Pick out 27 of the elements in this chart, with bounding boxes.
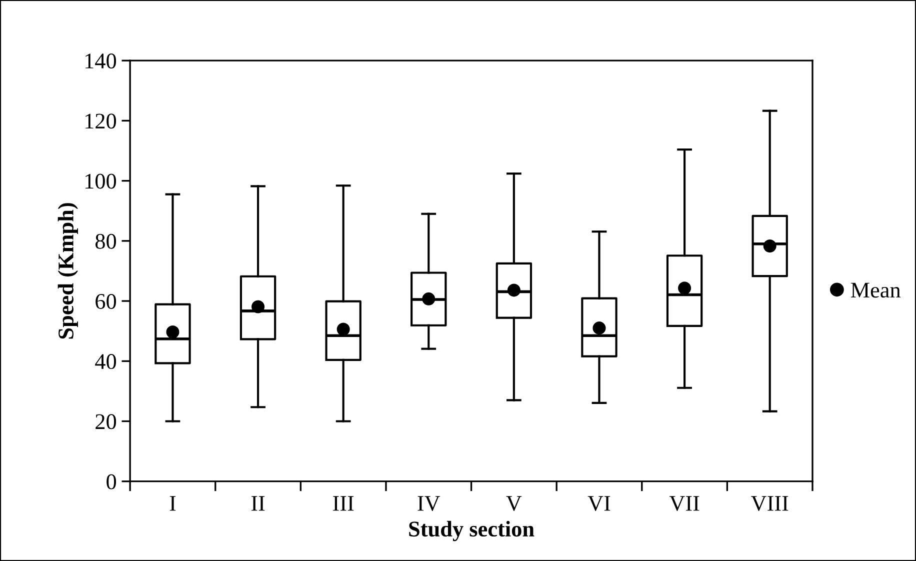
x-tick-label: VI [588,496,610,511]
y-axis-title: Speed (Kmph) [58,203,78,339]
point [336,322,350,336]
x-axis-title: Study section [409,520,534,542]
point [507,284,520,297]
point [592,322,606,335]
point [678,282,692,295]
x-tick-label: VIII [750,496,788,511]
point [422,292,436,306]
x-tick-label: II [251,496,265,511]
point [763,240,776,253]
x-tick-label: VII [669,496,700,511]
legend-label: Mean [850,282,901,298]
x-tick-label: V [506,496,522,511]
y-tick-label: 120 [86,114,116,129]
y-tick-label: 140 [86,54,116,69]
y-tick-label: 40 [95,354,116,370]
y-tick-label: 80 [96,234,116,249]
y-tick-label: 100 [86,174,116,189]
point [166,325,180,338]
y-tick-label: 0 [106,474,116,490]
x-tick-label: I [170,496,176,511]
x-tick-label: IV [418,496,440,511]
y-tick-label: 20 [96,414,116,430]
x-tick-label: III [333,496,354,511]
y-tick-label: 60 [96,294,116,309]
point [252,300,265,314]
